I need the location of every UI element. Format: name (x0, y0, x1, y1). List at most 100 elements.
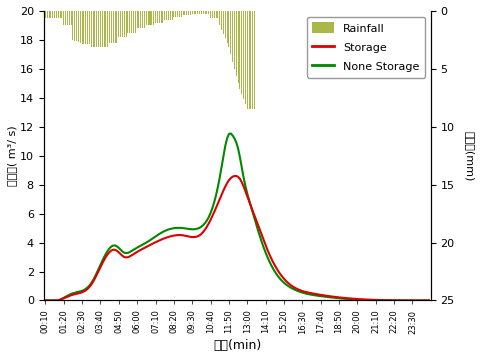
Bar (111, 11, 112, 43)
Bar (224, 11, 225, 38)
Bar (52, 11, 53, 18)
Bar (47, 11, 48, 18)
Bar (76, 11, 77, 41)
Bar (217, 11, 218, 18)
Bar (231, 11, 233, 62)
Bar (114, 11, 115, 43)
Bar (239, 11, 240, 89)
Bar (190, 11, 191, 15)
Bar (103, 11, 105, 47)
Bar (149, 11, 150, 25)
Bar (151, 11, 152, 25)
Bar (89, 11, 90, 44)
Bar (134, 11, 135, 33)
Bar (45, 11, 46, 18)
Bar (127, 11, 128, 33)
Legend: Rainfall, Storage, None Storage: Rainfall, Storage, None Storage (306, 17, 424, 78)
Bar (230, 11, 231, 54)
Bar (54, 11, 55, 18)
Bar (184, 11, 185, 15)
Bar (61, 11, 62, 18)
Bar (222, 11, 224, 34)
Bar (63, 11, 64, 25)
Bar (50, 11, 51, 18)
Bar (221, 11, 222, 30)
Bar (206, 11, 207, 14)
Bar (248, 11, 249, 109)
Bar (155, 11, 156, 23)
Bar (94, 11, 95, 47)
Bar (171, 11, 172, 20)
Bar (166, 11, 167, 20)
Bar (131, 11, 132, 33)
Bar (140, 11, 141, 28)
Bar (212, 11, 213, 18)
Bar (179, 11, 180, 17)
Bar (160, 11, 161, 23)
Bar (208, 11, 209, 14)
Bar (188, 11, 189, 15)
Bar (175, 11, 176, 17)
Bar (201, 11, 202, 14)
Bar (180, 11, 181, 17)
Bar (253, 11, 254, 109)
Bar (138, 11, 139, 28)
Bar (241, 11, 242, 94)
Bar (118, 11, 119, 37)
Bar (123, 11, 124, 37)
Bar (228, 11, 229, 47)
Bar (244, 11, 245, 104)
Bar (193, 11, 194, 14)
Bar (69, 11, 70, 25)
Bar (83, 11, 84, 44)
Bar (136, 11, 137, 28)
Bar (199, 11, 200, 14)
Bar (98, 11, 99, 47)
Bar (72, 11, 73, 40)
Bar (242, 11, 243, 99)
Bar (109, 11, 110, 43)
Bar (158, 11, 159, 23)
Bar (173, 11, 174, 17)
Bar (105, 11, 106, 47)
Bar (74, 11, 75, 41)
Bar (215, 11, 216, 18)
Bar (213, 11, 214, 18)
Bar (162, 11, 163, 23)
Bar (87, 11, 88, 44)
Bar (91, 11, 92, 47)
Bar (219, 11, 220, 25)
Bar (116, 11, 117, 43)
Bar (169, 11, 170, 20)
Bar (67, 11, 68, 25)
Bar (252, 11, 253, 109)
Bar (202, 11, 204, 14)
Bar (147, 11, 148, 25)
Bar (78, 11, 79, 42)
Bar (164, 11, 165, 20)
Bar (233, 11, 234, 69)
Y-axis label: 강우량(mm): 강우량(mm) (463, 131, 473, 181)
Bar (71, 11, 72, 25)
Bar (120, 11, 121, 37)
Bar (195, 11, 196, 14)
Bar (210, 11, 211, 18)
Bar (237, 11, 238, 83)
Bar (125, 11, 126, 37)
Bar (129, 11, 130, 33)
Bar (182, 11, 183, 15)
Bar (65, 11, 66, 25)
Bar (113, 11, 114, 43)
Bar (82, 11, 83, 44)
Bar (100, 11, 101, 47)
Bar (197, 11, 198, 14)
Bar (132, 11, 134, 33)
Y-axis label: 방류량( m³/ s): 방류량( m³/ s) (7, 125, 17, 186)
Bar (177, 11, 178, 17)
Bar (235, 11, 236, 76)
Bar (153, 11, 154, 25)
Bar (186, 11, 187, 15)
Bar (48, 11, 49, 18)
Bar (226, 11, 227, 43)
Bar (56, 11, 57, 18)
